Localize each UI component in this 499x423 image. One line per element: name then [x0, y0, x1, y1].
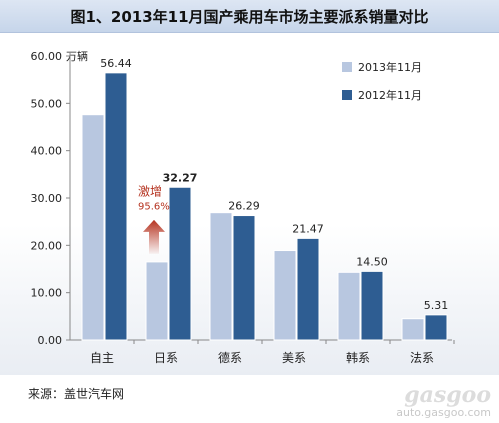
- y-tick-label: 60.00: [31, 50, 63, 63]
- data-label: 32.27: [163, 171, 198, 184]
- bar-2012-2: [232, 215, 256, 341]
- data-label: 21.47: [292, 222, 324, 235]
- watermark-logo: gasgoo: [404, 382, 491, 408]
- x-tick-label: 日系: [154, 351, 178, 365]
- bar-2012-5: [424, 314, 448, 341]
- data-label: 26.29: [228, 200, 260, 213]
- bar-2012-1: [168, 186, 192, 341]
- x-tick-label: 自主: [90, 351, 114, 365]
- y-tick-label: 20.00: [31, 239, 63, 252]
- bar-2013-2: [209, 212, 233, 341]
- growth-arrow: [143, 219, 165, 254]
- bar-2012-3: [296, 237, 320, 341]
- data-label: 14.50: [356, 255, 388, 268]
- growth-annotation-text: 激增: [138, 184, 162, 198]
- bar-2012-4: [360, 270, 384, 341]
- y-tick-label: 40.00: [31, 145, 63, 158]
- legend-label-2012: 2012年11月: [358, 88, 422, 102]
- growth-annotation-value: 95.6%: [138, 201, 170, 212]
- x-tick-label: 韩系: [346, 350, 370, 365]
- y-tick-label: 50.00: [31, 97, 63, 110]
- bar-2013-5: [401, 318, 425, 341]
- x-tick-label: 法系: [410, 351, 434, 365]
- y-tick-label: 0.00: [38, 334, 63, 347]
- chart-panel: 0.00 10.00 20.00 30.00 40.00 50.00 60.00 万辆 56.4…: [0, 40, 499, 375]
- source-note: 来源：盖世汽车网: [28, 387, 125, 401]
- legend-swatch-2012: [342, 90, 352, 100]
- watermark-url: auto.gasgoo.com: [396, 406, 491, 419]
- watermark: gasgoo auto.gasgoo.com: [396, 384, 491, 419]
- title-bar: 图1、2013年11月国产乘用车市场主要派系销量对比: [0, 0, 499, 33]
- legend-label-2013: 2013年11月: [358, 60, 422, 74]
- bar-2013-3: [273, 250, 297, 341]
- bar-2013-1: [145, 261, 169, 341]
- data-label: 56.44: [100, 57, 132, 70]
- bar-2013-0: [81, 114, 105, 341]
- bar-2012-0: [104, 72, 128, 341]
- data-label: 5.31: [424, 299, 449, 312]
- legend-swatch-2013: [342, 62, 352, 72]
- y-tick-label: 30.00: [31, 192, 63, 205]
- chart-title: 图1、2013年11月国产乘用车市场主要派系销量对比: [70, 8, 429, 26]
- bar-chart: 0.00 10.00 20.00 30.00 40.00 50.00 60.00 万辆 56.4…: [31, 49, 455, 365]
- x-tick-label: 德系: [218, 350, 242, 365]
- y-axis-unit: 万辆: [66, 49, 88, 63]
- bar-2013-4: [337, 271, 361, 341]
- y-tick-label: 10.00: [31, 287, 63, 300]
- x-tick-label: 美系: [282, 351, 306, 365]
